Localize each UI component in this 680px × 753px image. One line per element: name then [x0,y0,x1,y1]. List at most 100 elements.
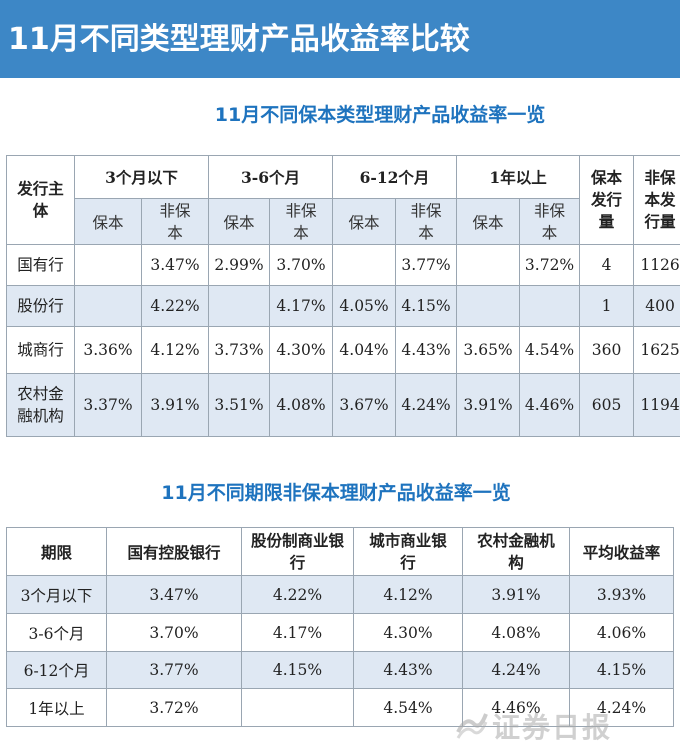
yield-cell: 4.17% [269,285,334,327]
yield-cell: 4.22% [140,285,210,327]
yield-cell: 4.24% [462,651,570,689]
table2-row: 1年以上 3.72% 4.54% 4.46% 4.24% [6,688,674,727]
yield-cell: 3.72% [106,688,242,727]
yield-cell: 4.08% [462,613,570,652]
table1-row: 国有行 3.47% 2.99% 3.70% 3.77% 3.72% 4 1126 [6,244,680,286]
table2-row: 3-6个月 3.70% 4.17% 4.30% 4.08% 4.06% [6,613,674,652]
yield-cell: 4.30% [353,613,463,652]
period-column-header: 期限 [6,527,107,576]
sub-header-nonguaranteed: 非保本 [519,198,581,245]
period-cell: 1年以上 [6,688,107,727]
guaranteed-type-yield-table: 发行主体 3个月以下 3-6个月 6-12个月 1年以上 保本发行量 非保本发行… [6,155,680,437]
yield-cell: 4.43% [395,326,458,374]
yield-cell: 3.77% [395,244,458,286]
yield-cell: 3.36% [74,326,142,374]
issuer-cell: 城商行 [6,326,75,374]
yield-cell: 4.54% [519,326,581,374]
yield-cell: 4.12% [353,575,463,614]
nonguaranteed-count-cell: 400 [633,285,680,327]
table2-row: 6-12个月 3.77% 4.15% 4.43% 4.24% 4.15% [6,651,674,689]
period-cell: 3-6个月 [6,613,107,652]
table1-row: 农村金融机构 3.37% 3.91% 3.51% 4.08% 3.67% 4.24% 3.91… [6,373,680,437]
yield-cell: 4.54% [353,688,463,727]
yield-cell: 4.46% [462,688,570,727]
guaranteed-count-cell: 360 [579,326,635,374]
yield-cell: 4.08% [269,373,334,437]
sub-header-nonguaranteed: 非保本 [269,198,334,245]
sub-header-nonguaranteed: 非保本 [140,198,210,245]
bank-column-header: 农村金融机构 [462,527,570,576]
watermark: 证券日报 [452,696,680,748]
guaranteed-count-cell: 605 [579,373,635,437]
yield-cell: 3.70% [106,613,242,652]
yield-cell: 4.15% [569,651,674,689]
table1-subheader-row: 保本 非保本 保本 非保本 保本 非保本 保本 非保本 [7,198,680,245]
period-cell: 3个月以下 [6,575,107,614]
yield-cell: 4.12% [140,326,210,374]
table2-header-row: 期限 国有控股银行 股份制商业银行 城市商业银行 农村金融机构 平均收益率 [6,527,674,576]
period-cell: 6-12个月 [6,651,107,689]
sub-header-guaranteed: 保本 [332,198,397,245]
guaranteed-count-header: 保本发行量 [579,155,635,245]
table1-row: 股份行 4.22% 4.17% 4.05% 4.15% 1 400 [6,285,680,327]
yield-cell: 3.93% [569,575,674,614]
yield-cell: 2.99% [208,244,271,286]
yield-cell: 3.51% [208,373,271,437]
yield-cell [456,285,521,327]
yield-cell [74,244,142,286]
yield-cell [74,285,142,327]
yield-cell: 4.15% [395,285,458,327]
yield-cell [208,285,271,327]
yield-cell: 4.43% [353,651,463,689]
nonguaranteed-count-header: 非保本发行量 [633,155,680,245]
yield-cell: 4.04% [332,326,397,374]
table2-title: 11月不同期限非保本理财产品收益率一览 [161,482,511,504]
watermark-text: 证券日报 [492,711,613,744]
table2-body: 3个月以下 3.47% 4.22% 4.12% 3.91% 3.93% 3-6个月 3.70%… [6,575,674,727]
yield-cell: 4.17% [241,613,354,652]
yield-cell: 3.77% [106,651,242,689]
yield-cell [519,285,581,327]
yield-cell: 3.37% [74,373,142,437]
guaranteed-count-cell: 1 [579,285,635,327]
page-banner: 11月不同类型理财产品收益率比较 [0,0,680,78]
nonguaranteed-period-yield-table: 期限 国有控股银行 股份制商业银行 城市商业银行 农村金融机构 平均收益率 3个… [6,527,674,727]
yield-cell: 4.24% [569,688,674,727]
yield-cell [332,244,397,286]
yield-cell: 3.47% [140,244,210,286]
yield-cell: 3.70% [269,244,334,286]
yield-cell: 3.91% [456,373,521,437]
yield-cell [456,244,521,286]
period-header: 1年以上 [456,155,581,199]
yield-cell: 3.91% [462,575,570,614]
yield-cell: 3.47% [106,575,242,614]
yield-cell: 4.24% [395,373,458,437]
table1-title: 11月不同保本类型理财产品收益率一览 [214,104,546,126]
yield-cell: 4.05% [332,285,397,327]
sub-header-guaranteed: 保本 [74,198,142,245]
issuer-cell: 股份行 [6,285,75,327]
yield-cell: 4.06% [569,613,674,652]
yield-cell: 3.91% [140,373,210,437]
bank-column-header: 城市商业银行 [353,527,463,576]
issuer-header: 发行主体 [6,155,75,245]
yield-cell: 4.22% [241,575,354,614]
bank-column-header: 股份制商业银行 [241,527,354,576]
yield-cell: 4.30% [269,326,334,374]
period-header: 3-6个月 [208,155,334,199]
issuer-cell: 国有行 [6,244,75,286]
yield-cell: 3.67% [332,373,397,437]
yield-cell: 3.72% [519,244,581,286]
nonguaranteed-count-cell: 1625 [633,326,680,374]
table1-header-row: 发行主体 3个月以下 3-6个月 6-12个月 1年以上 保本发行量 非保本发行… [6,155,680,245]
bank-column-header: 国有控股银行 [106,527,242,576]
table1-row: 城商行 3.36% 4.12% 3.73% 4.30% 4.04% 4.43% 3.65% 4.… [6,326,680,374]
yield-cell: 3.65% [456,326,521,374]
yield-cell: 4.46% [519,373,581,437]
period-header: 6-12个月 [332,155,458,199]
table2-row: 3个月以下 3.47% 4.22% 4.12% 3.91% 3.93% [6,575,674,614]
yield-cell [241,688,354,727]
nonguaranteed-count-cell: 1126 [633,244,680,286]
wave-logo-icon [456,713,488,739]
issuer-cell: 农村金融机构 [6,373,75,437]
